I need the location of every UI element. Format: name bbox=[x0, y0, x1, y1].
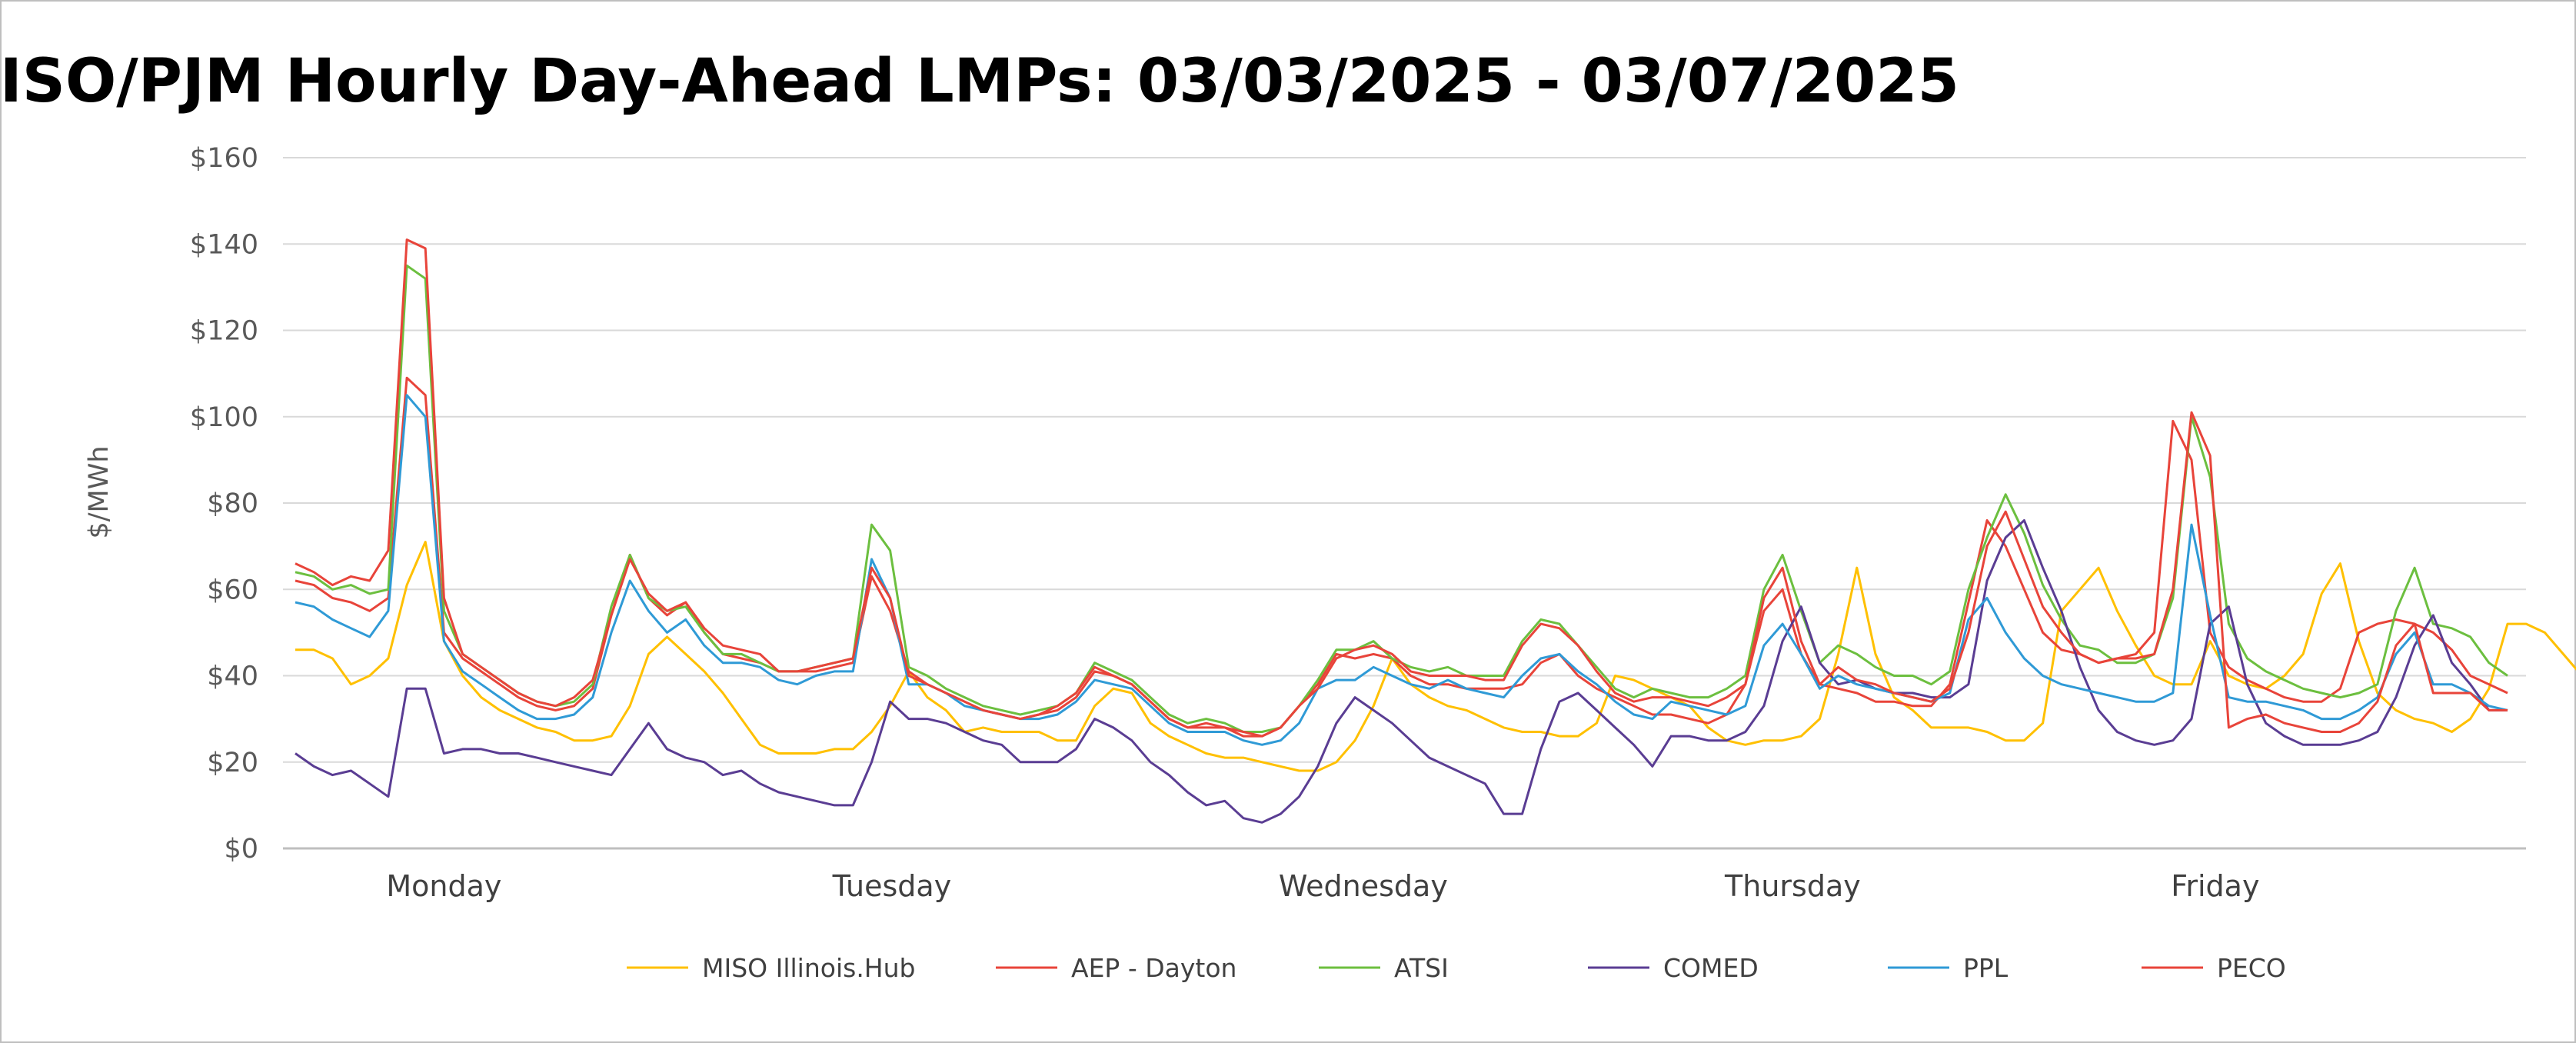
series-line-peco bbox=[295, 238, 2508, 738]
legend-label: PECO bbox=[2217, 953, 2286, 983]
y-tick-label: $160 bbox=[190, 143, 258, 174]
legend-label: PPL bbox=[1963, 953, 2009, 983]
legend-label: ATSI bbox=[1394, 953, 1449, 983]
y-tick-label: $120 bbox=[190, 316, 258, 347]
legend-label: AEP - Dayton bbox=[1071, 953, 1236, 983]
legend-label: MISO Illinois.Hub bbox=[702, 953, 916, 983]
x-tick-label: Tuesday bbox=[832, 869, 952, 903]
x-tick-label: Thursday bbox=[1724, 869, 1861, 903]
gridlines bbox=[283, 157, 2526, 850]
y-tick-label: $0 bbox=[224, 834, 258, 865]
x-tick-label: Monday bbox=[386, 869, 501, 903]
chart-title: MISO/PJM Hourly Day-Ahead LMPs: 03/03/20… bbox=[0, 47, 1959, 116]
y-tick-label: $80 bbox=[207, 488, 258, 519]
x-tick-label: Friday bbox=[2171, 869, 2259, 903]
y-axis-label: $/MWh bbox=[84, 445, 115, 538]
series-line-comed bbox=[295, 519, 2508, 824]
series-lines bbox=[295, 238, 2576, 824]
x-tick-label: Wednesday bbox=[1279, 869, 1448, 903]
series-line-aep-dayton bbox=[295, 376, 2508, 738]
legend-label: COMED bbox=[1663, 953, 1759, 983]
series-line-miso-illinois-hub bbox=[295, 541, 2576, 772]
legend: MISO Illinois.Hub AEP - Dayton ATSI COMED PP… bbox=[627, 953, 2286, 983]
y-tick-label: $140 bbox=[190, 229, 258, 260]
y-tick-label: $40 bbox=[207, 661, 258, 692]
series-line-ppl bbox=[295, 394, 2508, 746]
y-tick-label: $60 bbox=[207, 575, 258, 605]
y-tick-label: $20 bbox=[207, 748, 258, 778]
y-axis-ticks: $0 $20 $40 $60 $80 $100 $120 $140 $160 bbox=[190, 143, 258, 865]
y-tick-label: $100 bbox=[190, 402, 258, 433]
x-axis-labels: Monday Tuesday Wednesday Thursday Friday bbox=[386, 869, 2259, 903]
